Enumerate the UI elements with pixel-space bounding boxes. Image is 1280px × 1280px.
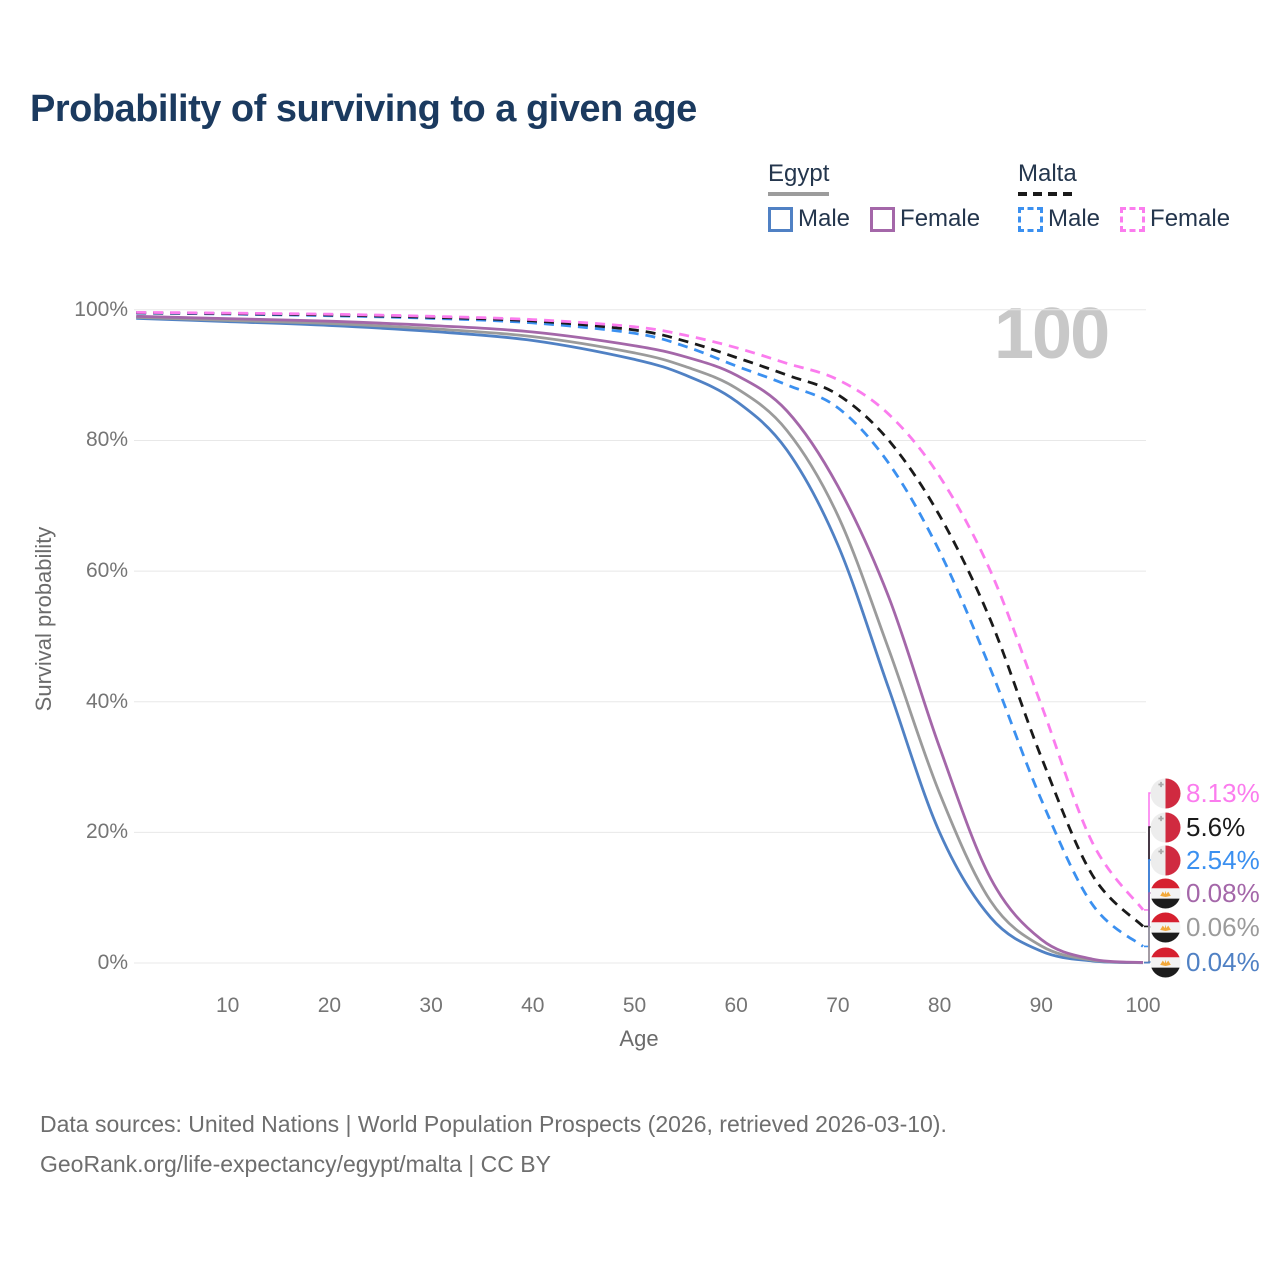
endpoint-label-row: 0.08% bbox=[1150, 877, 1260, 909]
y-tick-label: 60% bbox=[85, 559, 128, 583]
legend-swatch-malta-male[interactable] bbox=[1018, 206, 1043, 232]
legend-label-egypt-male[interactable]: Male bbox=[798, 205, 851, 232]
endpoint-value: 8.13% bbox=[1186, 777, 1260, 808]
endpoint-value: 2.54% bbox=[1186, 844, 1260, 875]
x-tick-label: 40 bbox=[521, 994, 545, 1017]
legend-swatch-malta-female[interactable] bbox=[1120, 206, 1146, 232]
x-tick-label: 50 bbox=[622, 994, 647, 1017]
egypt-flag-icon bbox=[1150, 911, 1181, 943]
legend-country-egypt[interactable]: Egypt bbox=[768, 160, 830, 196]
x-tick-label: 100 bbox=[1125, 994, 1161, 1017]
legend-group-malta: Malta Male Female bbox=[1018, 160, 1250, 233]
legend-underline-dashed bbox=[1018, 192, 1077, 196]
x-tick-label: 70 bbox=[826, 994, 850, 1017]
curve-egypt-male[interactable] bbox=[136, 316, 1144, 965]
curve-malta-female[interactable] bbox=[136, 311, 1145, 911]
footer: Data sources: United Nations | World Pop… bbox=[40, 1104, 947, 1184]
x-axis-title: Age bbox=[619, 1026, 659, 1051]
x-tick-label: 80 bbox=[927, 994, 952, 1017]
y-tick-label: 100% bbox=[74, 297, 128, 321]
legend-swatch-egypt-female[interactable] bbox=[870, 206, 896, 232]
endpoint-label-row: 5.6% bbox=[1150, 811, 1245, 843]
legend-country-malta[interactable]: Malta bbox=[1018, 160, 1077, 196]
x-tick-label: 30 bbox=[419, 994, 443, 1017]
endpoint-value: 0.06% bbox=[1186, 911, 1260, 942]
malta-flag-icon bbox=[1150, 844, 1181, 876]
y-tick-label: 40% bbox=[85, 689, 128, 713]
endpoint-value: 5.6% bbox=[1186, 811, 1246, 842]
hovered-age-watermark: 100 bbox=[994, 294, 1110, 374]
legend-label-malta-female[interactable]: Female bbox=[1150, 205, 1231, 232]
x-tick-label: 90 bbox=[1029, 994, 1053, 1017]
legend-swatch-egypt-male[interactable] bbox=[768, 206, 793, 232]
endpoint-label-row: 2.54% bbox=[1150, 844, 1260, 876]
malta-flag-icon bbox=[1150, 811, 1181, 843]
x-tick-label: 60 bbox=[724, 994, 748, 1017]
curve-malta-male[interactable] bbox=[136, 311, 1144, 948]
curve-egypt-female[interactable] bbox=[136, 314, 1144, 964]
endpoint-label-row: 8.13% bbox=[1150, 777, 1260, 809]
legend-label-egypt-female[interactable]: Female bbox=[900, 205, 981, 232]
endpoint-value: 0.04% bbox=[1186, 946, 1260, 977]
curve-malta-both[interactable] bbox=[136, 311, 1144, 928]
legend-group-egypt: Egypt Male Female bbox=[768, 160, 1000, 233]
endpoint-label-row: 0.04% bbox=[1150, 946, 1260, 978]
x-tick-label: 10 bbox=[216, 994, 240, 1017]
page-title: Probability of surviving to a given age bbox=[30, 88, 697, 130]
egypt-flag-icon bbox=[1150, 877, 1181, 909]
curve-egypt-both[interactable] bbox=[136, 315, 1144, 964]
attribution-line: GeoRank.org/life-expectancy/egypt/malta … bbox=[40, 1151, 551, 1177]
y-tick-label: 20% bbox=[85, 820, 128, 844]
legend-country-egypt-label: Egypt bbox=[768, 160, 830, 187]
legend-country-malta-label: Malta bbox=[1018, 160, 1077, 187]
endpoint-label-row: 0.06% bbox=[1150, 911, 1260, 943]
data-sources-line: Data sources: United Nations | World Pop… bbox=[40, 1111, 947, 1137]
y-tick-label: 80% bbox=[85, 428, 128, 452]
x-tick-label: 20 bbox=[317, 994, 342, 1017]
legend-underline-solid bbox=[768, 192, 830, 196]
endpoint-value: 0.08% bbox=[1186, 877, 1260, 908]
legend-label-malta-male[interactable]: Male bbox=[1048, 205, 1101, 232]
egypt-flag-icon bbox=[1150, 946, 1181, 978]
y-tick-label: 0% bbox=[97, 951, 128, 974]
malta-flag-icon bbox=[1150, 777, 1181, 809]
